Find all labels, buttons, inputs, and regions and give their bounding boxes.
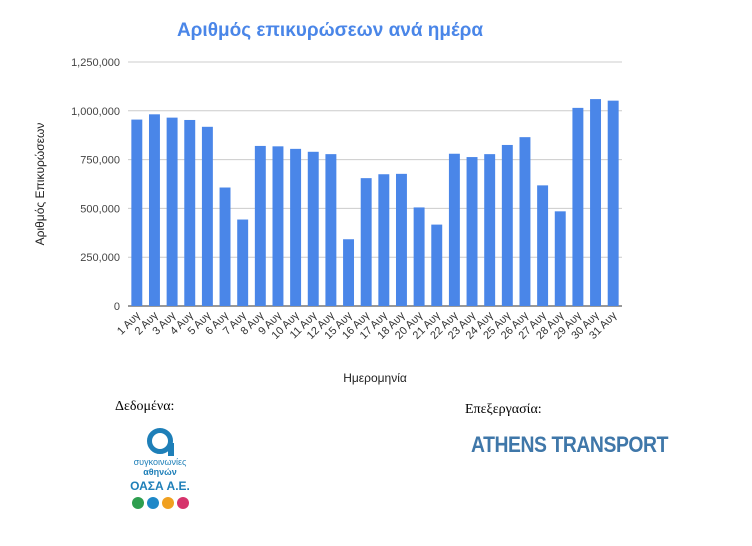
y-axis-label: Αριθμός Επικυρώσεων bbox=[33, 123, 47, 246]
bar bbox=[466, 157, 478, 306]
oasa-logo: συγκοινωνίες αθηνών ΟΑΣΑ Α.Ε. bbox=[115, 428, 205, 520]
bar bbox=[572, 107, 584, 306]
y-tick-label: 250,000 bbox=[80, 252, 120, 264]
data-source-label: Δεδομένα: bbox=[115, 399, 175, 414]
bar bbox=[448, 153, 460, 306]
bar bbox=[131, 119, 143, 306]
bar bbox=[501, 144, 513, 306]
bar bbox=[360, 178, 372, 306]
bar bbox=[395, 173, 407, 306]
bar bbox=[607, 100, 619, 306]
bar bbox=[343, 239, 355, 306]
bar bbox=[184, 119, 196, 307]
chart-title: Αριθμός επικυρώσεων ανά ημέρα bbox=[176, 20, 484, 41]
bar bbox=[378, 174, 390, 306]
bar bbox=[148, 114, 160, 306]
oasa-logo-line1: συγκοινωνίες bbox=[133, 457, 187, 467]
oasa-logo-line3: ΟΑΣΑ Α.Ε. bbox=[130, 479, 190, 493]
y-tick-label: 750,000 bbox=[80, 155, 120, 167]
oasa-logo-line2: αθηνών bbox=[143, 467, 177, 477]
bar bbox=[201, 126, 213, 306]
transport-mode-icons bbox=[115, 497, 205, 509]
y-tick-label: 1,250,000 bbox=[71, 57, 120, 69]
bar bbox=[307, 151, 319, 306]
bus-icon bbox=[131, 497, 144, 509]
trolley-icon bbox=[161, 497, 174, 509]
bar bbox=[166, 117, 178, 306]
y-tick-label: 500,000 bbox=[80, 203, 120, 215]
bar bbox=[413, 207, 425, 306]
bar bbox=[519, 137, 531, 306]
oasa-alpha-icon bbox=[147, 428, 174, 456]
processing-label: Επεξεργασία: bbox=[465, 402, 542, 417]
bar bbox=[554, 211, 566, 306]
bar bbox=[431, 224, 443, 306]
bar bbox=[590, 99, 602, 306]
tram-icon bbox=[176, 497, 189, 509]
athens-transport-logo: ATHENS TRANSPORT bbox=[471, 432, 668, 457]
bar bbox=[537, 185, 549, 306]
bar bbox=[290, 148, 302, 306]
bar bbox=[219, 187, 231, 306]
bar bbox=[484, 154, 496, 306]
x-axis-label: Ημερομηνία bbox=[343, 371, 407, 385]
bar bbox=[325, 154, 337, 306]
bar bbox=[254, 145, 266, 306]
y-tick-label: 0 bbox=[114, 301, 120, 313]
bar bbox=[237, 219, 249, 306]
bar bbox=[272, 146, 284, 306]
y-tick-label: 1,000,000 bbox=[71, 106, 120, 118]
metro-icon bbox=[146, 497, 159, 509]
